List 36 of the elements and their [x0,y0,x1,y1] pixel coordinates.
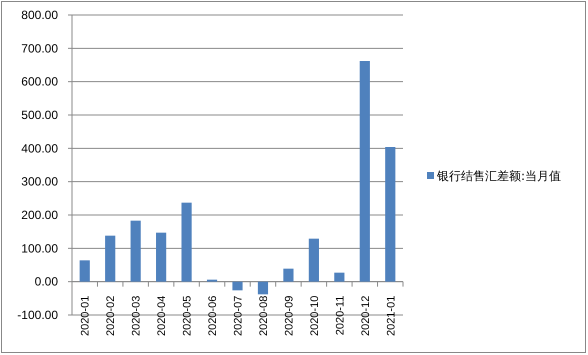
y-tick-label: 700.00 [21,41,58,56]
x-tick-label: 2020-07 [232,296,244,336]
y-tick-label: 100.00 [21,241,58,256]
bar [258,282,268,294]
x-tick-label: 2020-02 [105,296,118,336]
bar [232,282,243,290]
bar [308,238,319,282]
bar [181,202,192,282]
bar [385,147,396,282]
x-tick-label: 2020-11 [334,296,346,336]
x-tick-label: 2021-01 [385,296,398,336]
x-tick-label: 2020-12 [360,296,372,336]
legend-label: 银行结售汇差额:当月值 [436,169,562,183]
y-tick-label: -100.00 [17,308,58,322]
y-tick-label: 200.00 [21,208,58,222]
x-tick-label: 2020-04 [156,296,168,336]
y-tick-label: 300.00 [21,174,58,189]
x-tick-label: 2020-06 [207,296,220,336]
x-tick-label: 2020-03 [130,296,143,336]
bar [130,220,141,282]
bar [334,272,344,282]
y-tick-label: 800.00 [21,8,58,22]
bar [156,232,166,282]
y-tick-label: 0.00 [34,274,58,289]
x-tick-label: 2020-01 [80,296,92,336]
y-tick-label: 600.00 [21,74,58,89]
y-tick-label: 400.00 [21,141,58,156]
x-tick-label: 2020-09 [283,296,296,336]
bar [360,61,370,282]
x-tick-label: 2020-08 [258,296,270,336]
x-tick-label: 2020-10 [308,296,321,336]
x-tick-label: 2020-05 [182,296,194,336]
y-tick-label: 500.00 [21,108,58,122]
bar [283,268,294,282]
bar [80,260,90,282]
bar [105,236,116,282]
